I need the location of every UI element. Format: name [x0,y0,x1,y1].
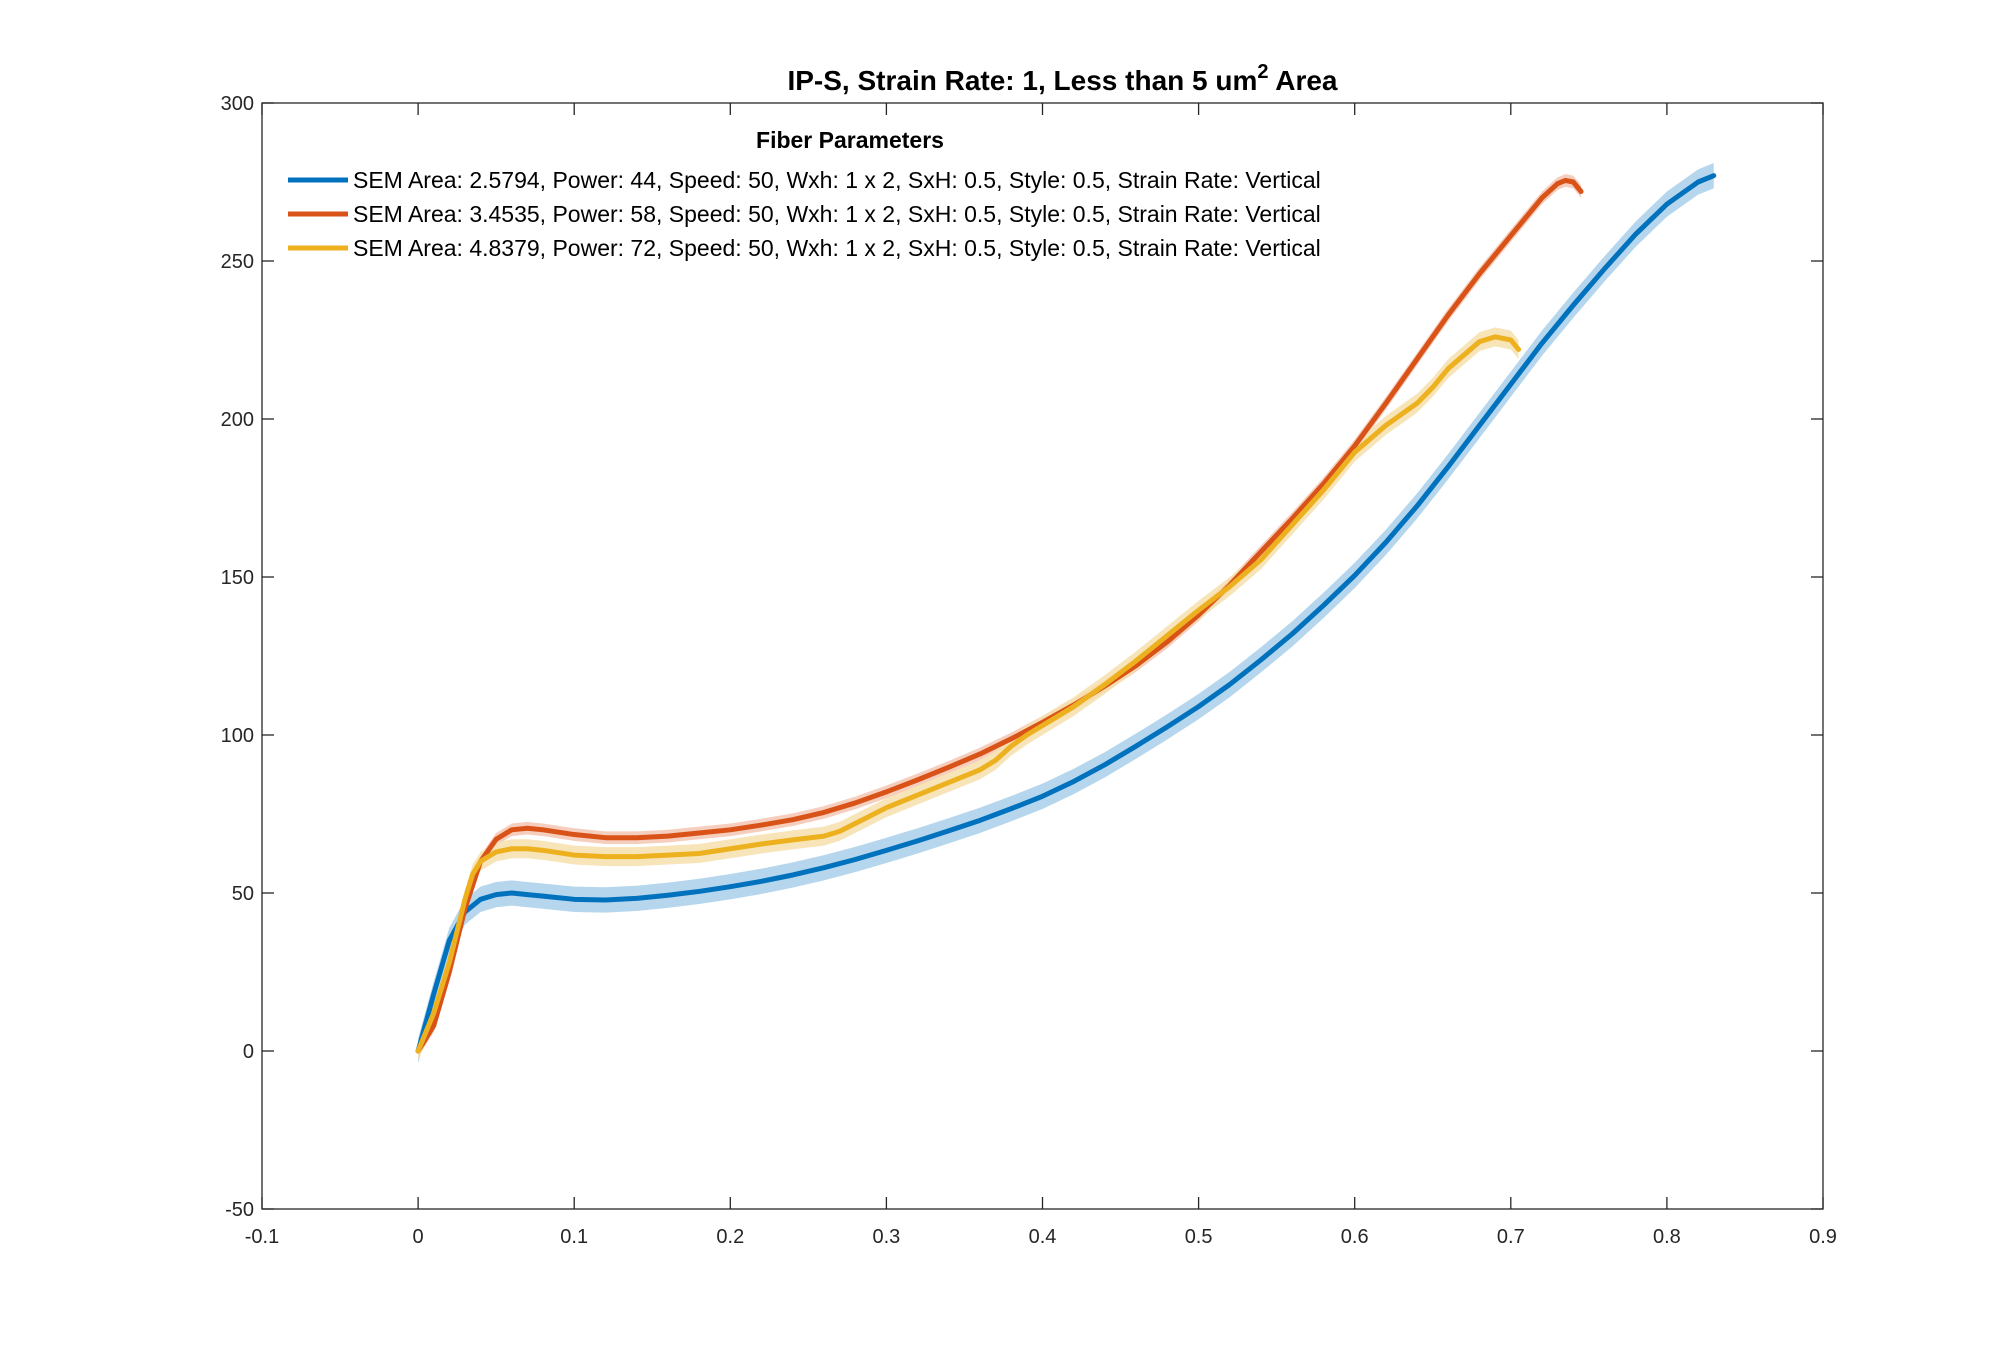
legend-label-3: SEM Area: 4.8379, Power: 72, Speed: 50, … [353,235,1321,261]
series-line-2 [415,177,1584,1054]
legend-label-1: SEM Area: 2.5794, Power: 44, Speed: 50, … [353,167,1321,193]
y-tick-label: 50 [232,883,254,905]
x-tick-label: 0.1 [560,1226,588,1248]
chart-title: IP-S, Strain Rate: 1, Less than 5 um2 Ar… [787,61,1337,96]
x-tick-label: -0.1 [245,1226,279,1248]
y-tick-label: 300 [221,93,254,115]
x-tick-label: 0.3 [872,1226,900,1248]
y-tick-label: 150 [221,567,254,589]
series-band-2 [418,174,1582,1058]
legend: Fiber Parameters SEM Area: 2.5794, Power… [288,127,1321,261]
y-tick-label: -50 [225,1199,254,1221]
y-tick-label: 0 [243,1041,254,1063]
x-tick-label: 0.4 [1029,1226,1057,1248]
y-tick-label: 250 [221,251,254,273]
x-tick-label: 0.6 [1341,1226,1369,1248]
legend-label-2: SEM Area: 3.4535, Power: 58, Speed: 50, … [353,201,1321,227]
y-tick-label: 100 [221,725,254,747]
series-line-1 [415,173,1717,1054]
x-tick-label: 0.2 [716,1226,744,1248]
confidence-bands [418,163,1714,1064]
x-tick-label: 0.8 [1653,1226,1681,1248]
series-line-3 [415,334,1522,1054]
series-lines [415,173,1717,1054]
series-band-3 [418,327,1519,1061]
x-tick-label: 0.7 [1497,1226,1525,1248]
x-tick-label: 0.5 [1185,1226,1213,1248]
x-tick-label: 0 [413,1226,424,1248]
y-axis: -50 0 50 100 150 200 250 300 [221,93,1823,1221]
x-tick-label: 0.9 [1809,1226,1837,1248]
x-axis: -0.1 0 0.1 0.2 0.3 0.4 0.5 0.6 0.7 0.8 0.9 [245,103,1837,1248]
legend-title: Fiber Parameters [756,127,944,153]
y-tick-label: 200 [221,409,254,431]
